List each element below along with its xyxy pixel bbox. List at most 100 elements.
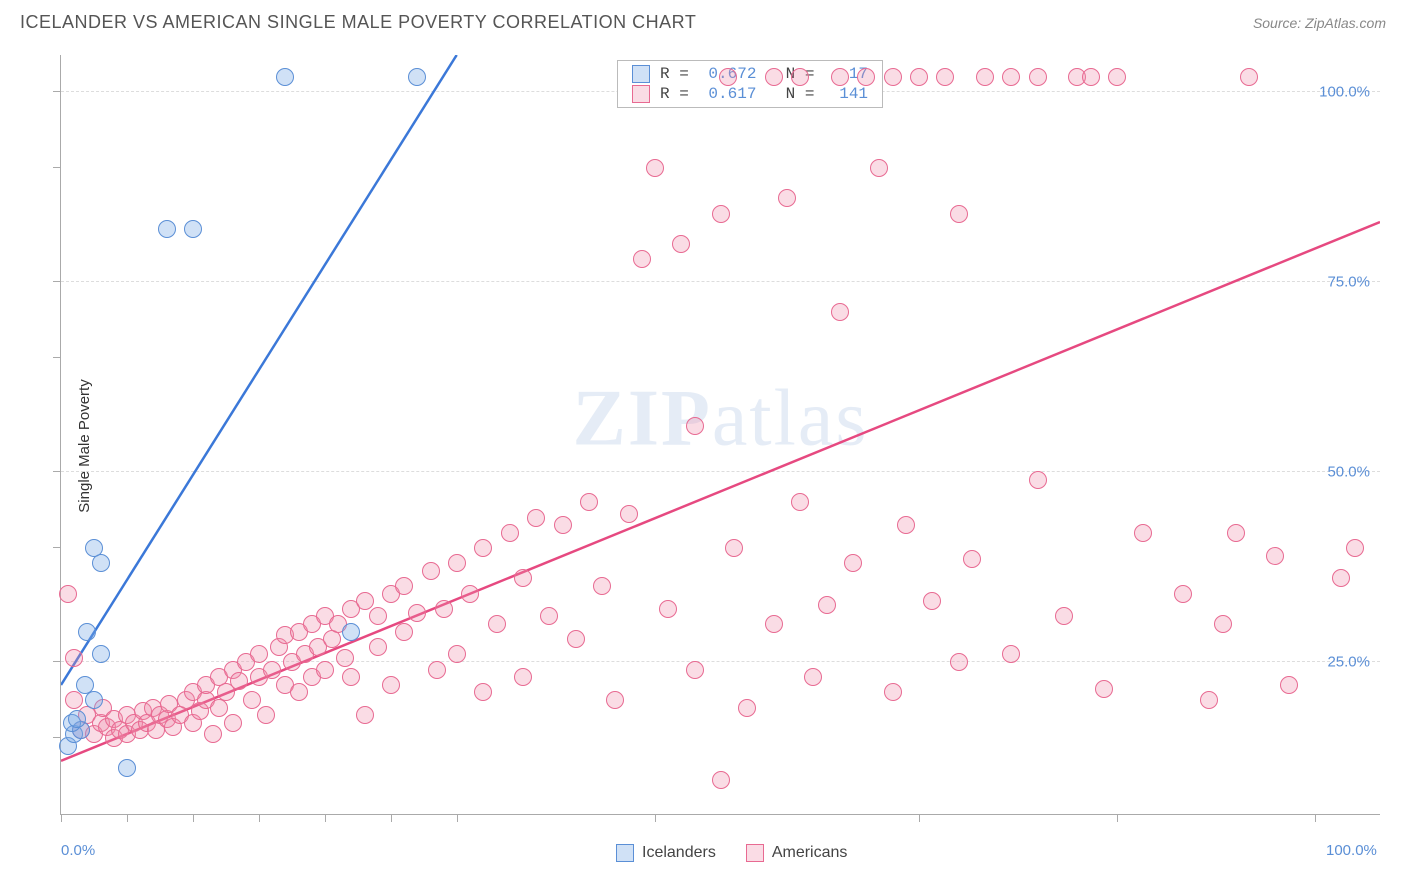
data-point-americans — [1029, 471, 1047, 489]
legend-label-americans: Americans — [772, 844, 848, 862]
x-tick-label: 100.0% — [1326, 842, 1377, 859]
data-point-americans — [646, 159, 664, 177]
legend-item-icelanders: Icelanders — [616, 844, 716, 862]
data-point-americans — [976, 68, 994, 86]
x-tick — [325, 814, 326, 822]
gridline — [61, 281, 1380, 282]
n-label: N = — [766, 85, 824, 103]
data-point-americans — [1240, 68, 1258, 86]
data-point-americans — [950, 205, 968, 223]
legend-item-americans: Americans — [746, 844, 848, 862]
data-point-americans — [923, 592, 941, 610]
y-tick-label: 50.0% — [1327, 464, 1370, 481]
data-point-americans — [567, 630, 585, 648]
data-point-americans — [712, 771, 730, 789]
x-tick — [457, 814, 458, 822]
y-tick — [53, 471, 61, 472]
data-point-americans — [1055, 607, 1073, 625]
data-point-americans — [1214, 615, 1232, 633]
data-point-americans — [738, 699, 756, 717]
y-tick-label: 75.0% — [1327, 274, 1370, 291]
data-point-americans — [1095, 680, 1113, 698]
y-tick-label: 25.0% — [1327, 654, 1370, 671]
data-point-americans — [686, 661, 704, 679]
x-tick — [61, 814, 62, 822]
data-point-americans — [316, 661, 334, 679]
swatch-icelanders — [616, 844, 634, 862]
data-point-icelanders — [92, 645, 110, 663]
swatch-americans — [746, 844, 764, 862]
data-point-americans — [369, 638, 387, 656]
data-point-americans — [1280, 676, 1298, 694]
n-value-americans: 141 — [834, 85, 868, 103]
data-point-americans — [791, 68, 809, 86]
x-tick — [1117, 814, 1118, 822]
data-point-americans — [719, 68, 737, 86]
x-tick — [127, 814, 128, 822]
x-tick — [655, 814, 656, 822]
data-point-americans — [448, 645, 466, 663]
data-point-americans — [527, 509, 545, 527]
data-point-americans — [1174, 585, 1192, 603]
data-point-americans — [1346, 539, 1364, 557]
data-point-americans — [1332, 569, 1350, 587]
swatch-americans — [632, 85, 650, 103]
data-point-americans — [633, 250, 651, 268]
data-point-americans — [857, 68, 875, 86]
swatch-icelanders — [632, 65, 650, 83]
y-tick-label: 100.0% — [1319, 84, 1370, 101]
data-point-americans — [1082, 68, 1100, 86]
x-tick — [259, 814, 260, 822]
scatter-chart: ZIPatlas R = 0.672 N = 17 R = 0.617 N = … — [60, 55, 1380, 815]
data-point-americans — [884, 68, 902, 86]
data-point-americans — [435, 600, 453, 618]
data-point-americans — [897, 516, 915, 534]
data-point-americans — [936, 68, 954, 86]
data-point-americans — [580, 493, 598, 511]
data-point-americans — [540, 607, 558, 625]
y-tick — [53, 547, 61, 548]
data-point-americans — [65, 649, 83, 667]
data-point-americans — [408, 604, 426, 622]
data-point-americans — [712, 205, 730, 223]
x-tick — [193, 814, 194, 822]
data-point-americans — [1029, 68, 1047, 86]
data-point-americans — [765, 615, 783, 633]
data-point-americans — [778, 189, 796, 207]
data-point-americans — [672, 235, 690, 253]
data-point-americans — [263, 661, 281, 679]
data-point-icelanders — [76, 676, 94, 694]
data-point-americans — [765, 68, 783, 86]
data-point-americans — [725, 539, 743, 557]
data-point-americans — [422, 562, 440, 580]
data-point-americans — [514, 569, 532, 587]
data-point-icelanders — [118, 759, 136, 777]
data-point-americans — [659, 600, 677, 618]
data-point-americans — [1134, 524, 1152, 542]
data-point-americans — [250, 645, 268, 663]
y-tick — [53, 661, 61, 662]
data-point-americans — [1200, 691, 1218, 709]
data-point-americans — [620, 505, 638, 523]
page-title: ICELANDER VS AMERICAN SINGLE MALE POVERT… — [20, 12, 696, 33]
x-tick — [1315, 814, 1316, 822]
watermark: ZIPatlas — [573, 374, 869, 465]
y-tick — [53, 737, 61, 738]
data-point-americans — [448, 554, 466, 572]
data-point-americans — [474, 683, 492, 701]
data-point-americans — [554, 516, 572, 534]
data-point-americans — [356, 592, 374, 610]
data-point-americans — [243, 691, 261, 709]
r-label: R = — [660, 65, 698, 83]
y-tick — [53, 281, 61, 282]
data-point-icelanders — [85, 539, 103, 557]
data-point-americans — [593, 577, 611, 595]
legend-row-americans: R = 0.617 N = 141 — [632, 85, 868, 103]
data-point-icelanders — [158, 220, 176, 238]
data-point-icelanders — [68, 710, 86, 728]
data-point-americans — [488, 615, 506, 633]
data-point-americans — [428, 661, 446, 679]
data-point-americans — [356, 706, 374, 724]
x-tick — [919, 814, 920, 822]
data-point-americans — [791, 493, 809, 511]
